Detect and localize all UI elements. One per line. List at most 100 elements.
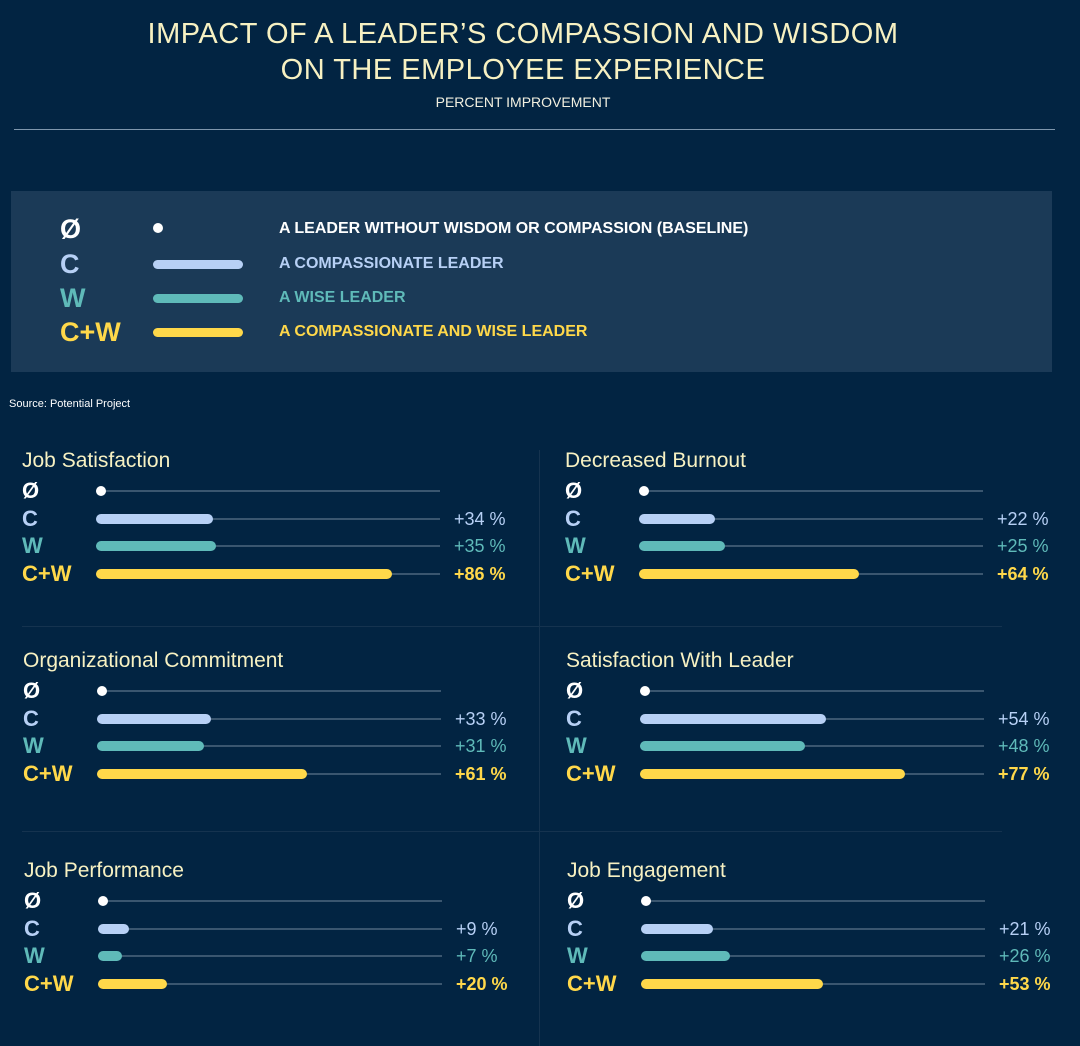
bar — [639, 541, 725, 551]
bar-row: C+W +86 % — [22, 561, 522, 587]
category-label: C+W — [23, 761, 73, 786]
data-label: +25 % — [997, 536, 1049, 556]
category-label: C+W — [566, 761, 616, 786]
title-line-1: IMPACT OF A LEADER’S COMPASSION AND WISD… — [147, 18, 899, 50]
category-label: C+W — [565, 561, 615, 586]
data-label: +7 % — [456, 946, 498, 966]
category-label: Ø — [22, 478, 40, 503]
source-note: Source: Potential Project — [9, 398, 131, 410]
legend-label: A LEADER WITHOUT WISDOM OR COMPASSION (B… — [279, 220, 749, 237]
bar — [639, 569, 860, 579]
data-label: +86 % — [454, 564, 506, 584]
bar-row: Ø — [23, 678, 523, 704]
chart-subtitle: PERCENT IMPROVEMENT — [435, 94, 611, 110]
panel-title: Decreased Burnout — [565, 449, 746, 472]
bar-row: C +54 % — [566, 706, 1066, 732]
baseline-dot — [96, 486, 106, 496]
category-label: W — [565, 533, 586, 558]
header-divider — [14, 129, 1055, 130]
bar-row: Ø — [567, 888, 1067, 914]
data-label: +48 % — [998, 736, 1050, 756]
bar-row: C +34 % — [22, 506, 522, 532]
bar — [97, 741, 204, 751]
bar-row: C +9 % — [24, 916, 524, 942]
bar-track — [96, 518, 440, 520]
data-label: +34 % — [454, 509, 506, 529]
data-label: +22 % — [997, 509, 1049, 529]
bar — [640, 741, 806, 751]
bar — [98, 924, 129, 934]
category-label: W — [24, 943, 45, 968]
category-label: C — [567, 916, 583, 941]
column-divider — [539, 450, 540, 1046]
data-label: +21 % — [999, 919, 1051, 939]
bar-row: W +25 % — [565, 533, 1065, 559]
legend-item: W A WISE LEADER — [11, 283, 1052, 313]
bar — [96, 569, 392, 579]
bar — [641, 924, 714, 934]
legend-item: C+W A COMPASSIONATE AND WISE LEADER — [11, 317, 1052, 347]
data-label: +64 % — [997, 564, 1049, 584]
bar-track — [98, 955, 442, 957]
bar-row: C +33 % — [23, 706, 523, 732]
bar-track — [639, 490, 983, 492]
bar-row: C+W +77 % — [566, 761, 1066, 787]
bar-track — [98, 928, 442, 930]
bar — [97, 769, 307, 779]
category-label: C — [566, 706, 582, 731]
bar-track — [640, 690, 984, 692]
bar-row: C +21 % — [567, 916, 1067, 942]
category-label: C — [22, 506, 38, 531]
legend-dot-marker — [153, 223, 163, 233]
category-label: Ø — [23, 678, 41, 703]
bar-track — [640, 745, 984, 747]
bar — [639, 514, 715, 524]
legend-label: A COMPASSIONATE AND WISE LEADER — [279, 323, 588, 340]
category-label: C — [24, 916, 40, 941]
data-label: +31 % — [455, 736, 507, 756]
legend-bar-marker — [153, 294, 243, 303]
bar-track — [96, 545, 440, 547]
data-label: +54 % — [998, 709, 1050, 729]
bar-row: Ø — [565, 478, 1065, 504]
legend-bar-marker — [153, 260, 243, 269]
bar-row: W +35 % — [22, 533, 522, 559]
bar-row: W +48 % — [566, 733, 1066, 759]
data-label: +33 % — [455, 709, 507, 729]
bar-row: W +31 % — [23, 733, 523, 759]
category-label: C — [23, 706, 39, 731]
bar-row: C+W +20 % — [24, 971, 524, 997]
bar-row: C+W +53 % — [567, 971, 1067, 997]
title-line-2: ON THE EMPLOYEE EXPERIENCE — [280, 54, 766, 86]
bar-track — [97, 690, 441, 692]
category-label: W — [23, 733, 44, 758]
category-label: W — [22, 533, 43, 558]
category-label: Ø — [24, 888, 42, 913]
chart-panel: Organizational Commitment Ø C +33 % W +31 % C+… — [23, 649, 523, 819]
category-label: C+W — [567, 971, 617, 996]
bar-track — [641, 955, 985, 957]
bar-row: Ø — [566, 678, 1066, 704]
bar-track — [641, 900, 985, 902]
row-divider — [22, 626, 1002, 627]
baseline-dot — [98, 896, 108, 906]
category-label: W — [566, 733, 587, 758]
legend-label: A WISE LEADER — [279, 289, 406, 306]
data-label: +9 % — [456, 919, 498, 939]
data-label: +61 % — [455, 764, 507, 784]
data-label: +77 % — [998, 764, 1050, 784]
bar-track — [98, 900, 442, 902]
bar-row: Ø — [22, 478, 522, 504]
data-label: +20 % — [456, 974, 508, 994]
baseline-dot — [639, 486, 649, 496]
category-label: W — [567, 943, 588, 968]
legend-item: C A COMPASSIONATE LEADER — [11, 249, 1052, 279]
legend-label: A COMPASSIONATE LEADER — [279, 255, 504, 272]
legend: Ø A LEADER WITHOUT WISDOM OR COMPASSION (… — [11, 191, 1052, 372]
panel-title: Satisfaction With Leader — [566, 649, 794, 672]
category-label: Ø — [566, 678, 584, 703]
chart-panel: Job Satisfaction Ø C +34 % W +35 % C+W +86 % — [22, 449, 522, 619]
bar-track — [639, 518, 983, 520]
bar-row: Ø — [24, 888, 524, 914]
bar — [640, 769, 905, 779]
